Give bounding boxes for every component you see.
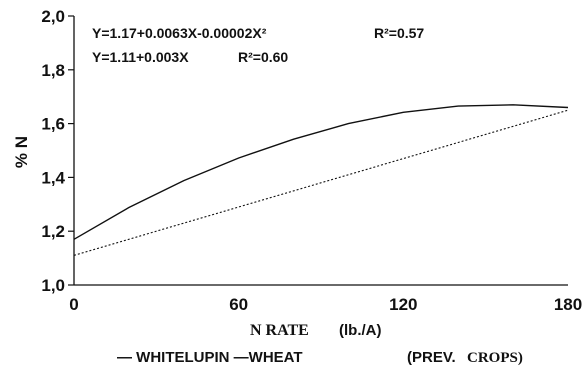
x-tick-label: 60 [229,295,248,314]
r-squared-quadratic: R²=0.57 [374,25,424,41]
r-squared-linear: R²=0.60 [238,49,288,65]
x-tick-label: 0 [69,295,78,314]
y-tick-label: 2,0 [41,7,65,26]
axes [73,16,568,286]
equation-quadratic: Y=1.17+0.0063X-0.00002X² [92,25,267,41]
series-line-linear [73,109,569,256]
x-tick-label: 120 [389,295,417,314]
x-axis-label: N RATE [250,322,309,339]
x-tick-labels: 0 60 120 180 [69,295,582,314]
y-tick-label: 1,8 [41,61,65,80]
y-axis-label: % N [12,136,31,168]
y-tick-labels: 1,0 1,2 1,4 1,6 1,8 2,0 [41,7,74,295]
series-layer [73,104,569,256]
x-tick-label: 180 [554,295,582,314]
legend-crops: CROPS) [467,350,523,366]
y-tick-label: 1,6 [41,115,65,134]
equation-linear: Y=1.11+0.003X [92,49,189,65]
y-tick-label: 1,2 [41,222,65,241]
y-tick-label: 1,4 [41,168,65,187]
legend-prev: (PREV. [407,349,456,366]
series-line-quadratic [73,104,569,240]
x-axis-unit: (lb./A) [339,322,382,339]
legend-series-names: — WHITELUPIN —WHEAT [117,349,303,366]
y-tick-label: 1,0 [41,276,65,295]
